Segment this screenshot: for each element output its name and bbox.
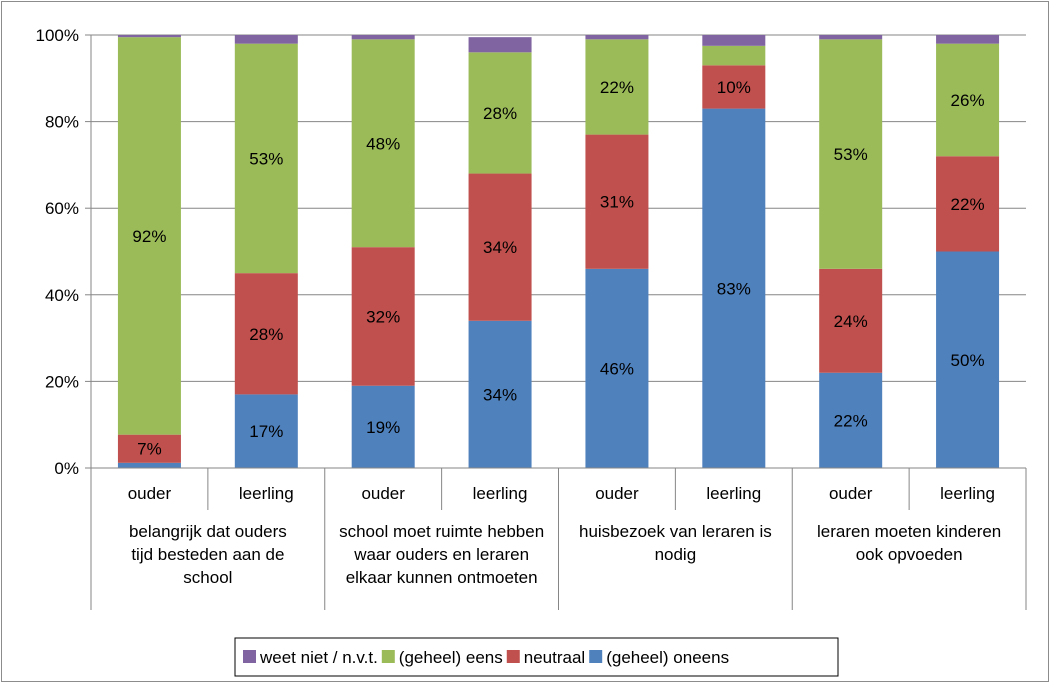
data-label: 28%: [483, 104, 517, 123]
category-label: leerling: [706, 484, 761, 503]
data-label: 46%: [600, 359, 634, 378]
legend-label: neutraal: [524, 648, 585, 667]
group-label: ook opvoeden: [856, 545, 963, 564]
group-label: leraren moeten kinderen: [817, 522, 1001, 541]
bar-segment: [117, 37, 181, 435]
bar-segment: [819, 372, 883, 468]
bar-segment: [819, 39, 883, 269]
data-label: 83%: [717, 279, 751, 298]
data-label: 53%: [834, 145, 868, 164]
group-label: huisbezoek van leraren is: [579, 522, 772, 541]
bar-segment: [702, 35, 766, 46]
bar-segment: [819, 268, 883, 373]
y-tick-label: 20%: [45, 372, 79, 391]
y-tick-label: 80%: [45, 113, 79, 132]
bar-segment: [702, 65, 766, 109]
bar-segment: [585, 35, 649, 40]
category-label: leerling: [473, 484, 528, 503]
bar-segment: [936, 35, 1000, 44]
category-label: ouder: [829, 484, 873, 503]
data-label: 10%: [717, 78, 751, 97]
data-label: 50%: [951, 351, 985, 370]
bar-segment: [585, 39, 649, 135]
data-label: 34%: [483, 238, 517, 257]
bar-segment: [351, 385, 415, 468]
bar-segment: [117, 35, 181, 38]
bar-segment: [819, 35, 883, 40]
category-label: ouder: [595, 484, 639, 503]
bar-segment: [468, 320, 532, 468]
group-label: school: [183, 568, 232, 587]
data-label: 22%: [951, 195, 985, 214]
group-label: nodig: [655, 545, 697, 564]
y-tick-label: 40%: [45, 286, 79, 305]
group-label: elkaar kunnen ontmoeten: [346, 568, 538, 587]
data-label: 7%: [137, 440, 162, 459]
data-label: 22%: [600, 78, 634, 97]
bar-segment: [468, 37, 532, 53]
bar-segment: [702, 108, 766, 469]
bar-segment: [585, 134, 649, 269]
data-label: 48%: [366, 134, 400, 153]
data-label: 24%: [834, 312, 868, 331]
bar-segment: [351, 247, 415, 386]
bar-segment: [936, 43, 1000, 157]
group-label: school moet ruimte hebben: [339, 522, 544, 541]
data-label: 19%: [366, 418, 400, 437]
data-label: 32%: [366, 307, 400, 326]
legend-box: [234, 637, 839, 677]
bar-segment: [702, 45, 766, 66]
data-label: 26%: [951, 91, 985, 110]
bar-segment: [234, 43, 298, 274]
bar-segment: [117, 434, 181, 463]
legend-label: (geheel) eens: [399, 648, 503, 667]
data-label: 31%: [600, 193, 634, 212]
bar-segment: [585, 268, 649, 468]
y-tick-label: 100%: [36, 26, 79, 45]
group-label: waar ouders en leraren: [353, 545, 529, 564]
bar-segment: [234, 394, 298, 468]
legend-label: (geheel) oneens: [606, 648, 729, 667]
legend-swatch: [589, 650, 603, 663]
data-label: 22%: [834, 411, 868, 430]
bar-segment: [234, 35, 298, 44]
group-label: tijd besteden aan de: [131, 545, 284, 564]
bar-segment: [351, 39, 415, 248]
legend-swatch: [381, 650, 395, 663]
data-label: 34%: [483, 385, 517, 404]
data-label: 17%: [249, 422, 283, 441]
bar-segment: [936, 251, 1000, 468]
bar-segment: [936, 156, 1000, 252]
y-tick-label: 60%: [45, 199, 79, 218]
bar-segment: [468, 52, 532, 174]
category-label: ouder: [128, 484, 172, 503]
bar-segment: [468, 173, 532, 321]
category-label: leerling: [940, 484, 995, 503]
bar-segment: [117, 462, 181, 468]
bar-segment: [351, 35, 415, 40]
data-label: 92%: [132, 227, 166, 246]
legend-label: weet niet / n.v.t.: [259, 648, 378, 667]
data-label: 53%: [249, 149, 283, 168]
legend-swatch: [506, 650, 520, 663]
data-label: 28%: [249, 325, 283, 344]
group-label: belangrijk dat ouders: [129, 522, 287, 541]
category-label: ouder: [361, 484, 405, 503]
bar-segment: [234, 273, 298, 395]
y-tick-label: 0%: [54, 459, 79, 478]
legend-swatch: [243, 650, 256, 663]
category-label: leerling: [239, 484, 294, 503]
